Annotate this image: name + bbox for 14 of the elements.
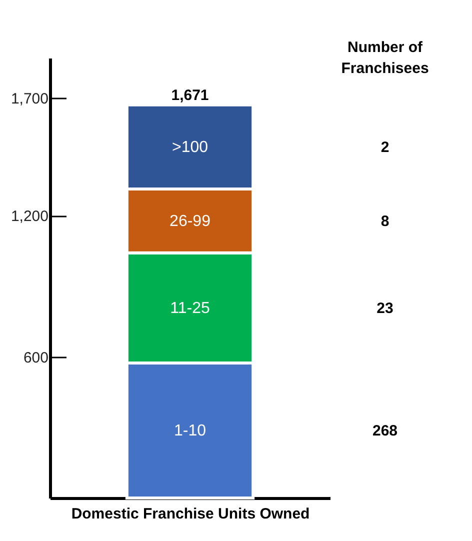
text: 2 [380, 138, 390, 156]
series-label: 1-10 [174, 422, 206, 440]
y-tick-label: 1,200 [10, 208, 48, 226]
text: 268 [372, 422, 398, 440]
series-label: 26-99 [170, 212, 211, 230]
y-tick-label: 1,700 [10, 90, 48, 108]
series-label: >100 [172, 138, 208, 156]
series-label: 11-25 [170, 300, 210, 317]
y-tick-label: 600 [23, 349, 48, 366]
text: 8 [380, 212, 390, 230]
text: 23 [376, 300, 394, 317]
total-label: 1,671 [171, 86, 209, 104]
x-axis-title: Domestic Franchise Units Owned [71, 506, 310, 522]
text: Number of Franchisees [341, 39, 429, 77]
